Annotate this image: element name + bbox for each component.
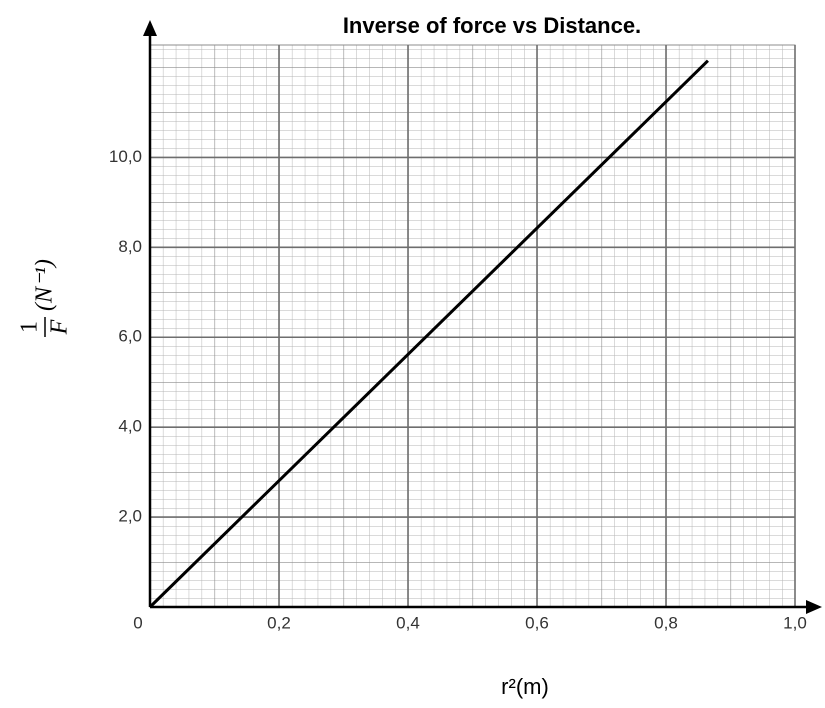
x-axis-label: r²(m)	[501, 674, 549, 699]
x-tick-label: 1,0	[783, 613, 807, 632]
y-label-numerator: 1	[17, 321, 43, 333]
x-arrow	[806, 600, 822, 614]
data-line	[148, 59, 709, 609]
y-tick-label: 2,0	[118, 507, 142, 526]
y-axis-label: 1 F (N⁻¹)	[17, 259, 73, 337]
x-tick-label: 0,2	[267, 613, 291, 632]
y-tick-label: 10,0	[109, 147, 142, 166]
y-label-unit: (N⁻¹)	[32, 259, 58, 311]
y-arrow	[143, 20, 157, 36]
graph-paper-mid	[149, 44, 796, 608]
x-tick-label: 0,4	[396, 613, 420, 632]
x-tick-label: 0,6	[525, 613, 549, 632]
y-label-denominator: F	[47, 319, 73, 335]
plot	[148, 59, 709, 609]
y-tick-label: 6,0	[118, 327, 142, 346]
chart-title: Inverse of force vs Distance.	[343, 13, 641, 38]
grid	[149, 45, 796, 607]
y-tick-label: 4,0	[118, 417, 142, 436]
y-tick-label: 8,0	[118, 237, 142, 256]
x-tick-label: 0	[133, 613, 142, 632]
x-tick-label: 0,8	[654, 613, 678, 632]
